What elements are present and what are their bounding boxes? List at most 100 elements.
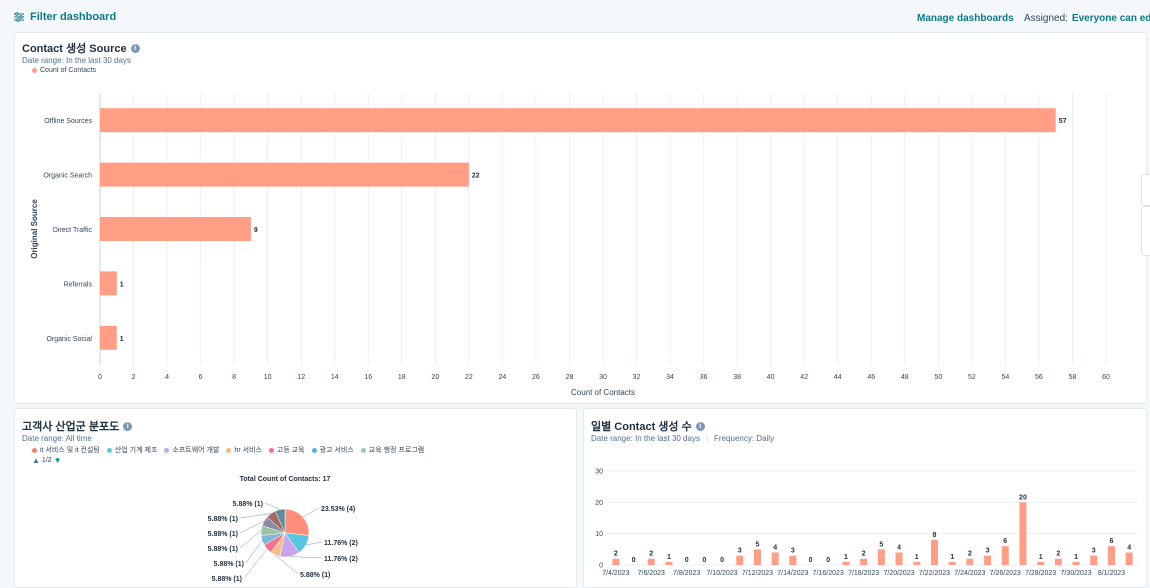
leader-line <box>305 541 323 546</box>
x-tick-label: 44 <box>834 374 842 381</box>
legend-swatch <box>32 68 37 73</box>
assigned-label: Assigned: <box>1024 13 1068 24</box>
x-tick-label: 56 <box>1035 374 1043 381</box>
legend-item[interactable]: 소프트웨어 개발 <box>164 445 219 455</box>
x-tick-label: 7/16/2023 <box>813 570 844 577</box>
bar <box>1001 546 1009 565</box>
legend-item[interactable]: 고등 교육 <box>268 445 305 455</box>
x-tick-label: 50 <box>934 374 942 381</box>
x-tick-label: 40 <box>767 374 775 381</box>
slice-label: 11.76% (2) <box>324 556 358 563</box>
bar <box>877 549 885 565</box>
x-tick-label: 22 <box>465 374 473 381</box>
bar <box>100 162 469 187</box>
x-tick-label: 16 <box>364 374 372 381</box>
leader-line <box>302 507 320 518</box>
bar <box>100 325 117 350</box>
slice-label: 5.88% (1) <box>208 516 238 523</box>
legend-label: 교육 행정 프로그램 <box>368 447 425 454</box>
data-label: 0 <box>809 557 813 564</box>
data-label: 0 <box>632 557 636 564</box>
bar <box>771 552 779 565</box>
data-label: 0 <box>685 557 689 564</box>
legend-next-icon[interactable]: ▼ <box>53 456 62 465</box>
y-tick-label: 10 <box>595 531 603 538</box>
data-label: 3 <box>791 548 795 555</box>
manage-dashboards-link[interactable]: Manage dashboards <box>917 13 1014 24</box>
legend-item[interactable]: hr 서비스 <box>226 445 262 455</box>
legend-prev-icon[interactable]: ▲ <box>32 456 40 465</box>
bar <box>1072 561 1080 565</box>
x-tick-label: 38 <box>733 374 741 381</box>
data-label: 6 <box>1109 538 1113 545</box>
bar <box>842 561 850 565</box>
contact-source-report-card: Contact 생성 Source i Date range: In the l… <box>14 32 1147 404</box>
legend-item[interactable]: 광고 서비스 <box>311 445 354 455</box>
legend-label: hr 서비스 <box>234 447 262 454</box>
x-tick-label: 34 <box>666 374 674 381</box>
info-icon[interactable]: i <box>695 421 705 431</box>
legend-swatch <box>164 447 170 453</box>
x-tick-label: 7/20/2023 <box>883 570 914 577</box>
bar <box>789 555 797 565</box>
date-range-text: Date range: In the last 30 days <box>591 434 700 443</box>
daily-contact-report-card: 일별 Contact 생성 수 i Date range: In the las… <box>583 408 1147 588</box>
x-tick-label: 6 <box>199 374 203 381</box>
side-panel-tab[interactable] <box>1141 174 1150 206</box>
date-range-text: Date range: In the last 30 days <box>22 56 131 65</box>
y-tick-label: 0 <box>599 563 603 570</box>
y-tick-label: 20 <box>595 500 603 507</box>
bar <box>1019 502 1027 565</box>
x-tick-label: 60 <box>1102 374 1110 381</box>
assigned-value-link[interactable]: Everyone can edit <box>1071 13 1150 24</box>
report-title: 고객사 산업군 분포도 i <box>22 418 133 434</box>
legend-item[interactable]: 산업 기계 제조 <box>106 445 158 455</box>
x-tick-label: 7/18/2023 <box>848 570 879 577</box>
dashboard-topbar: Filter dashboard Manage dashboards Assig… <box>0 0 1150 32</box>
x-tick-label: 20 <box>431 374 439 381</box>
legend-label: 산업 기계 제조 <box>114 447 158 454</box>
data-label: 8 <box>932 532 936 539</box>
data-label: 2 <box>1056 551 1060 558</box>
data-label: 2 <box>862 551 866 558</box>
data-label: 2 <box>614 551 618 558</box>
data-label: 3 <box>1092 548 1096 555</box>
slice-label: 5.88% (1) <box>212 576 242 583</box>
x-tick-label: 7/24/2023 <box>954 570 985 577</box>
info-icon[interactable]: i <box>130 43 140 53</box>
legend-label: 소프트웨어 개발 <box>172 447 220 454</box>
legend-item[interactable]: it 서비스 및 it 컨설팅 <box>32 445 100 455</box>
x-tick-label: 7/10/2023 <box>706 570 737 577</box>
leader-line <box>239 520 265 534</box>
slice-label: 23.53% (4) <box>321 506 355 513</box>
industry-pie-report-card: 고객사 산업군 분포도 i Date range: All time it 서비… <box>14 408 577 588</box>
slice-label: 5.88% (1) <box>208 546 238 553</box>
data-label: 4 <box>897 544 901 551</box>
x-tick-label: 28 <box>566 374 574 381</box>
x-tick-label: 54 <box>1002 374 1010 381</box>
filter-dashboard-button[interactable]: Filter dashboard <box>14 11 116 23</box>
date-range-text: Date range: All time <box>22 434 92 443</box>
report-title-text: 일별 Contact 생성 수 <box>591 421 692 433</box>
chart-legend: Count of Contacts <box>32 67 96 74</box>
info-icon[interactable]: i <box>123 421 133 431</box>
data-label: 3 <box>986 548 990 555</box>
side-panel-tab[interactable] <box>1141 206 1150 256</box>
x-tick-label: 4 <box>165 374 169 381</box>
bar <box>665 561 673 565</box>
y-tick-label: Organic Search <box>43 173 92 180</box>
leader-line <box>239 513 271 519</box>
report-title-text: 고객사 산업군 분포도 <box>22 421 120 433</box>
data-label: 2 <box>968 551 972 558</box>
data-label: 1 <box>1039 554 1043 561</box>
bar <box>984 555 992 565</box>
x-tick-label: 58 <box>1069 374 1077 381</box>
data-label: 0 <box>826 557 830 564</box>
report-title: Contact 생성 Source i <box>22 40 140 56</box>
legend-item[interactable]: 교육 행정 프로그램 <box>360 445 425 455</box>
bar <box>100 217 251 241</box>
y-tick-label: Organic Social <box>46 336 92 343</box>
bar <box>1037 561 1045 565</box>
report-meta: Date range: In the last 30 days | Freque… <box>591 434 774 443</box>
data-label: 0 <box>702 557 706 564</box>
